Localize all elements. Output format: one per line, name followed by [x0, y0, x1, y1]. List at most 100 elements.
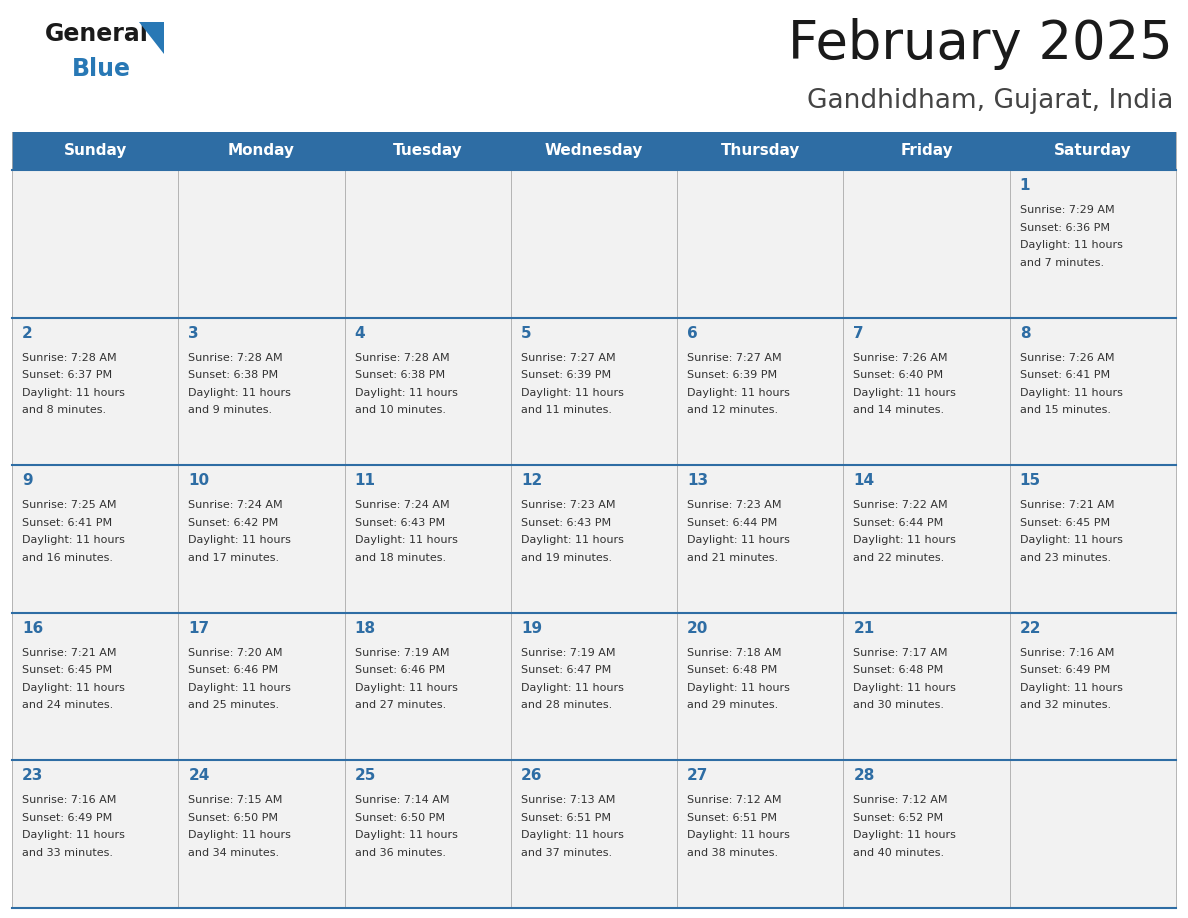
- Text: Sunrise: 7:26 AM: Sunrise: 7:26 AM: [1019, 353, 1114, 363]
- Text: Sunset: 6:46 PM: Sunset: 6:46 PM: [188, 666, 278, 676]
- Text: 20: 20: [687, 621, 708, 636]
- Text: 10: 10: [188, 473, 209, 488]
- Text: Daylight: 11 hours: Daylight: 11 hours: [354, 535, 457, 545]
- Text: Sunrise: 7:28 AM: Sunrise: 7:28 AM: [23, 353, 116, 363]
- Bar: [677, 318, 843, 465]
- Text: Sunday: Sunday: [63, 143, 127, 159]
- Text: and 37 minutes.: and 37 minutes.: [520, 848, 612, 858]
- Text: Sunset: 6:43 PM: Sunset: 6:43 PM: [520, 518, 611, 528]
- Bar: [1010, 760, 1176, 908]
- Text: Sunset: 6:38 PM: Sunset: 6:38 PM: [354, 370, 444, 380]
- Text: Sunset: 6:45 PM: Sunset: 6:45 PM: [23, 666, 112, 676]
- Text: 18: 18: [354, 621, 375, 636]
- Text: and 38 minutes.: and 38 minutes.: [687, 848, 778, 858]
- Text: Daylight: 11 hours: Daylight: 11 hours: [23, 535, 125, 545]
- Bar: [12, 132, 178, 170]
- Text: Sunrise: 7:19 AM: Sunrise: 7:19 AM: [354, 648, 449, 658]
- Text: Daylight: 11 hours: Daylight: 11 hours: [23, 831, 125, 840]
- Text: Daylight: 11 hours: Daylight: 11 hours: [1019, 683, 1123, 693]
- Text: Sunrise: 7:29 AM: Sunrise: 7:29 AM: [1019, 205, 1114, 215]
- Text: 16: 16: [23, 621, 43, 636]
- Text: 22: 22: [1019, 621, 1041, 636]
- Text: 7: 7: [853, 326, 864, 341]
- Text: Sunset: 6:39 PM: Sunset: 6:39 PM: [687, 370, 777, 380]
- Text: Sunset: 6:45 PM: Sunset: 6:45 PM: [1019, 518, 1110, 528]
- Bar: [843, 760, 1010, 908]
- Text: Sunrise: 7:12 AM: Sunrise: 7:12 AM: [687, 795, 782, 805]
- Text: Daylight: 11 hours: Daylight: 11 hours: [853, 387, 956, 397]
- Text: and 33 minutes.: and 33 minutes.: [23, 848, 113, 858]
- Text: Saturday: Saturday: [1054, 143, 1132, 159]
- Text: 28: 28: [853, 768, 874, 783]
- Text: Sunset: 6:43 PM: Sunset: 6:43 PM: [354, 518, 444, 528]
- Text: and 27 minutes.: and 27 minutes.: [354, 700, 446, 711]
- Text: Sunrise: 7:21 AM: Sunrise: 7:21 AM: [23, 648, 116, 658]
- Text: 19: 19: [520, 621, 542, 636]
- Text: 25: 25: [354, 768, 375, 783]
- Text: Sunset: 6:52 PM: Sunset: 6:52 PM: [853, 813, 943, 823]
- Bar: [511, 132, 677, 170]
- Bar: [843, 170, 1010, 318]
- Bar: [677, 465, 843, 613]
- Text: Daylight: 11 hours: Daylight: 11 hours: [687, 387, 790, 397]
- Text: Sunset: 6:38 PM: Sunset: 6:38 PM: [188, 370, 278, 380]
- Text: Sunrise: 7:13 AM: Sunrise: 7:13 AM: [520, 795, 615, 805]
- Bar: [511, 465, 677, 613]
- Text: Sunrise: 7:20 AM: Sunrise: 7:20 AM: [188, 648, 283, 658]
- Text: 9: 9: [23, 473, 32, 488]
- Text: Sunrise: 7:26 AM: Sunrise: 7:26 AM: [853, 353, 948, 363]
- Text: Daylight: 11 hours: Daylight: 11 hours: [687, 831, 790, 840]
- Text: and 32 minutes.: and 32 minutes.: [1019, 700, 1111, 711]
- Bar: [677, 760, 843, 908]
- Bar: [345, 465, 511, 613]
- Bar: [345, 613, 511, 760]
- Text: Daylight: 11 hours: Daylight: 11 hours: [1019, 387, 1123, 397]
- Text: 5: 5: [520, 326, 531, 341]
- Text: General: General: [45, 22, 148, 46]
- Text: Sunset: 6:42 PM: Sunset: 6:42 PM: [188, 518, 278, 528]
- Bar: [1010, 318, 1176, 465]
- Text: Daylight: 11 hours: Daylight: 11 hours: [520, 387, 624, 397]
- Bar: [178, 465, 345, 613]
- Text: and 34 minutes.: and 34 minutes.: [188, 848, 279, 858]
- Bar: [12, 613, 178, 760]
- Text: Sunset: 6:36 PM: Sunset: 6:36 PM: [1019, 222, 1110, 232]
- Bar: [843, 132, 1010, 170]
- Text: Sunrise: 7:15 AM: Sunrise: 7:15 AM: [188, 795, 283, 805]
- Text: Sunset: 6:41 PM: Sunset: 6:41 PM: [23, 518, 112, 528]
- Text: Sunrise: 7:16 AM: Sunrise: 7:16 AM: [1019, 648, 1114, 658]
- Text: Tuesday: Tuesday: [393, 143, 462, 159]
- Text: Sunset: 6:50 PM: Sunset: 6:50 PM: [188, 813, 278, 823]
- Text: Sunset: 6:51 PM: Sunset: 6:51 PM: [687, 813, 777, 823]
- Bar: [345, 170, 511, 318]
- Text: Sunrise: 7:27 AM: Sunrise: 7:27 AM: [520, 353, 615, 363]
- Text: Sunrise: 7:17 AM: Sunrise: 7:17 AM: [853, 648, 948, 658]
- Bar: [677, 613, 843, 760]
- Text: 8: 8: [1019, 326, 1030, 341]
- Bar: [843, 318, 1010, 465]
- Text: Sunset: 6:51 PM: Sunset: 6:51 PM: [520, 813, 611, 823]
- Text: 15: 15: [1019, 473, 1041, 488]
- Text: 27: 27: [687, 768, 708, 783]
- Bar: [345, 318, 511, 465]
- Text: 17: 17: [188, 621, 209, 636]
- Text: 23: 23: [23, 768, 44, 783]
- Text: and 9 minutes.: and 9 minutes.: [188, 405, 272, 415]
- Bar: [178, 613, 345, 760]
- Text: 13: 13: [687, 473, 708, 488]
- Text: Sunrise: 7:22 AM: Sunrise: 7:22 AM: [853, 500, 948, 510]
- Text: and 30 minutes.: and 30 minutes.: [853, 700, 944, 711]
- Text: Daylight: 11 hours: Daylight: 11 hours: [687, 683, 790, 693]
- Text: Sunrise: 7:23 AM: Sunrise: 7:23 AM: [687, 500, 782, 510]
- Text: Sunrise: 7:28 AM: Sunrise: 7:28 AM: [188, 353, 283, 363]
- Text: Friday: Friday: [901, 143, 953, 159]
- Text: 3: 3: [188, 326, 198, 341]
- Text: Daylight: 11 hours: Daylight: 11 hours: [23, 387, 125, 397]
- Text: and 10 minutes.: and 10 minutes.: [354, 405, 446, 415]
- Text: and 36 minutes.: and 36 minutes.: [354, 848, 446, 858]
- Text: Daylight: 11 hours: Daylight: 11 hours: [188, 387, 291, 397]
- Bar: [12, 170, 178, 318]
- Bar: [1010, 465, 1176, 613]
- Text: 24: 24: [188, 768, 209, 783]
- Text: Daylight: 11 hours: Daylight: 11 hours: [520, 831, 624, 840]
